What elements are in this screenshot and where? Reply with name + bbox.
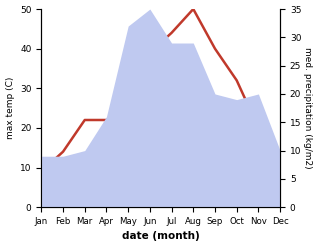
X-axis label: date (month): date (month) (122, 231, 200, 242)
Y-axis label: max temp (C): max temp (C) (5, 77, 15, 139)
Y-axis label: med. precipitation (kg/m2): med. precipitation (kg/m2) (303, 47, 313, 169)
